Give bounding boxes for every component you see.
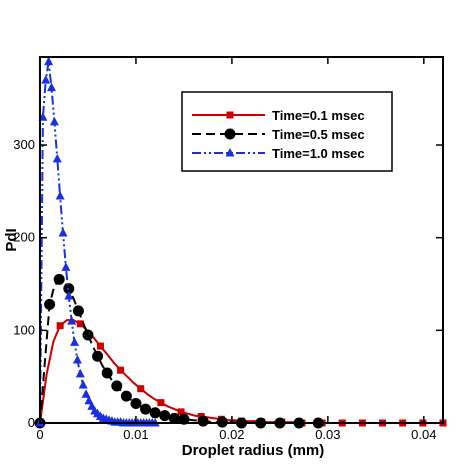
series-marker [111, 380, 123, 392]
series-marker [61, 262, 71, 271]
legend-label: Time=0.1 msec [272, 108, 365, 123]
legend-marker [226, 111, 234, 119]
series-2 [34, 273, 328, 429]
series-marker [78, 380, 88, 389]
series-marker [70, 337, 80, 346]
x-tick-label: 0.03 [315, 427, 340, 442]
series-marker [56, 322, 64, 330]
series-marker [72, 354, 82, 364]
x-tick-label: 0 [36, 427, 43, 442]
legend: Time=0.1 msec Time=0.5 msec Time=1.0 msec [181, 91, 393, 172]
x-axis-title: Droplet radius (mm) [182, 442, 325, 459]
plot-frame [39, 56, 444, 424]
series-marker [177, 408, 185, 416]
series-marker [117, 366, 125, 374]
series-marker [84, 395, 94, 405]
legend-items: Time=0.1 msec Time=0.5 msec Time=1.0 msec [192, 108, 365, 161]
series-marker [49, 116, 59, 126]
x-tick-label: 0.01 [123, 427, 148, 442]
y-tick-label: 300 [13, 137, 35, 152]
series-marker [120, 390, 132, 402]
series-marker [168, 412, 180, 424]
series-marker [72, 305, 84, 317]
series-marker [44, 298, 56, 310]
series-marker [140, 403, 152, 415]
series-marker [53, 273, 65, 285]
series-marker [44, 56, 54, 66]
legend-label: Time=0.5 msec [272, 127, 365, 142]
series-marker [64, 291, 74, 300]
series-marker [96, 342, 104, 350]
series-marker [47, 82, 57, 92]
series-marker [82, 329, 94, 341]
series-marker [58, 228, 68, 237]
series-marker [130, 398, 142, 410]
series-marker [137, 385, 145, 393]
series-marker [76, 320, 84, 328]
series-marker [157, 399, 165, 407]
x-tick-label: 0.04 [411, 427, 436, 442]
legend-label: Time=1.0 msec [272, 146, 365, 161]
series-line [39, 278, 328, 424]
series-marker [149, 407, 161, 419]
legend-marker [224, 128, 236, 140]
series-marker [92, 350, 104, 362]
series-3 [35, 56, 160, 427]
series-marker [81, 389, 91, 398]
axes: 0 0.01 0.02 0.03 0.04 0 100 200 300 [13, 57, 443, 442]
series-marker [159, 410, 171, 422]
series-marker [197, 415, 209, 427]
x-tick-label: 0.02 [219, 427, 244, 442]
series-line [39, 61, 156, 424]
series-marker [75, 368, 85, 378]
series-marker [101, 367, 113, 379]
series-marker [41, 75, 51, 84]
series-line [39, 319, 443, 424]
series-marker [55, 190, 65, 200]
legend-box [181, 91, 393, 172]
y-tick-label: 0 [28, 415, 35, 430]
series-marker [52, 153, 62, 163]
y-tick-label: 200 [13, 230, 35, 245]
series-marker [67, 316, 77, 325]
legend-marker [225, 148, 235, 157]
y-axis-title: PdI [3, 228, 20, 251]
y-tick-label: 100 [13, 322, 35, 337]
